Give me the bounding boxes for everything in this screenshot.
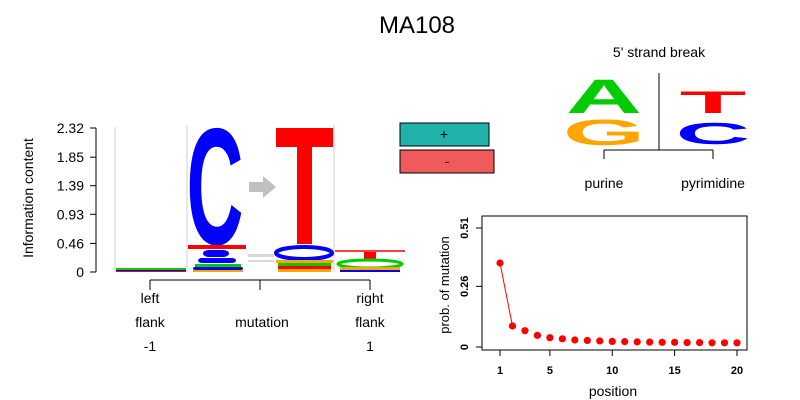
strand-break-letter-a: A [566,70,642,124]
chart-point [571,336,579,344]
chart-point [733,339,741,347]
chart-point [621,338,629,346]
chart-x-tick-label: 1 [497,365,503,377]
strand-break-pyrimidine-label: pyrimidine [681,175,745,191]
chart-point [546,334,554,342]
figure-title: MA108 [379,12,455,39]
strand-break-letter-t: T [680,85,747,120]
strand-break-title: 5' strand break [613,44,706,60]
logo-right-flank-letters [335,250,405,272]
chart-point [558,335,566,343]
chart-point [671,338,679,346]
logo-left-label-line1: left [141,290,160,306]
chart-point [646,338,654,346]
chart-y-axis-label: prob. of mutation [437,236,452,334]
mutation-prob-chart: 00.260.51 1 5 10 15 20 position prob. of mut… [437,215,748,399]
chart-point [508,322,517,330]
chart-point [583,336,591,345]
chart-point [658,338,666,346]
chart-y-axis: 0 0.26 0.51 [459,217,482,350]
strand-break-panel: 5' strand break A G T C purine pyrimidin… [563,44,750,191]
chart-y-tick-label: 0 [459,344,471,350]
logo-y-ticks: 2.32 1.85 1.39 0.93 0.46 0 [57,120,96,280]
logo-right-label-line2: flank [355,314,386,330]
strand-break-purine-label: purine [585,175,624,191]
chart-y-tick-label: 0.51 [459,217,471,238]
chart-point [695,338,704,347]
logo-y-tick-label: 0.46 [57,235,84,251]
logo-x-axis [149,279,371,290]
chart-x-tick-label: 10 [606,365,618,377]
logo-left-label-line2: flank [135,314,166,330]
chart-x-tick-label: 5 [547,365,553,377]
chart-point [608,337,616,345]
chart-point [683,338,691,347]
logo-y-tick-label: 2.32 [57,120,84,136]
strand-legend: + - [399,122,495,174]
chart-point [533,331,542,339]
strand-plus-box [399,122,490,147]
logo-left-label-line3: -1 [144,338,157,354]
strand-break-letter-c: C [676,117,751,151]
logo-mid-label: mutation [235,314,289,330]
logo-y-tick-label: 1.85 [57,149,84,165]
chart-series-line [499,262,513,327]
logo-y-axis-label: Information content [20,138,36,258]
logo-y-tick-label: 0.93 [57,206,84,222]
chart-x-axis: 1 5 10 15 20 [497,350,743,377]
chart-point [521,327,529,335]
logo-panel: Information content 2.32 1.85 1.39 0.93 0.46… [20,93,405,354]
logo-y-tick-label: 1.39 [57,178,84,194]
chart-point [708,339,716,347]
chart-x-axis-label: position [589,383,637,399]
chart-point [596,337,604,345]
strand-minus-label: - [445,153,450,169]
logo-mutation-arrow [248,176,276,262]
logo-y-tick-label: 0 [76,264,84,280]
chart-x-tick-label: 15 [669,365,681,377]
chart-point [496,259,504,267]
chart-x-tick-label: 20 [731,365,743,377]
chart-point [720,339,729,347]
logo-from-letter-stack: C [187,93,246,280]
chart-y-tick-label: 0.26 [459,276,471,297]
chart-marks [496,259,741,347]
logo-right-label-line3: 1 [366,338,374,354]
chart-point [633,338,641,346]
strand-break-letter-g: G [563,112,645,152]
strand-plus-label: + [440,126,448,142]
logo-to-letter-stack [274,128,334,272]
chart-plot-box [481,215,748,351]
logo-right-label-line1: right [356,290,383,306]
strand-minus-box [399,149,495,174]
logo-left-flank-letters [116,268,186,272]
